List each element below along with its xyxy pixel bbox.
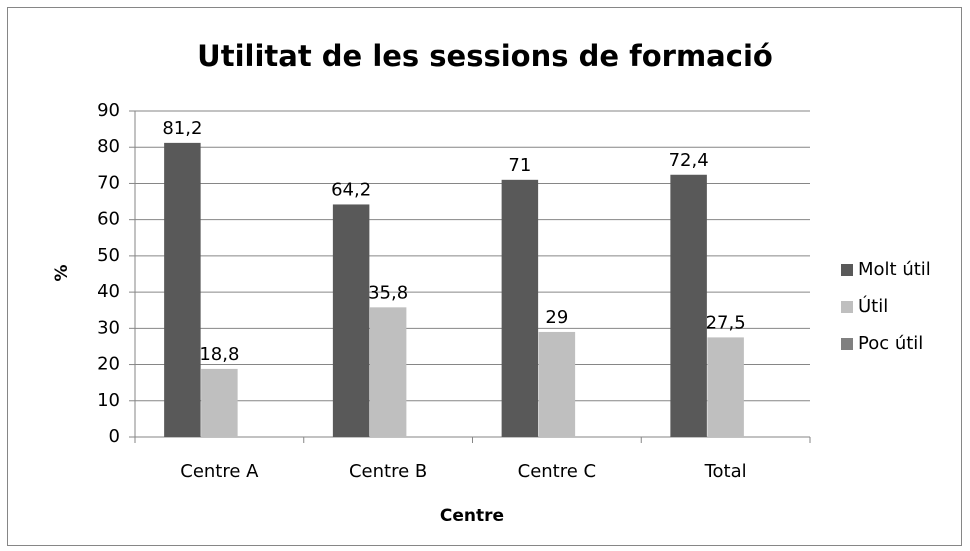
y-tick-label: 20: [97, 354, 120, 375]
bar: [501, 179, 539, 438]
y-tick-label: 70: [97, 172, 120, 193]
legend-swatch: [841, 264, 853, 276]
y-tick-label: 60: [97, 209, 120, 230]
y-tick-label: 40: [97, 281, 120, 302]
data-label: 64,2: [331, 179, 371, 200]
y-tick-label: 30: [97, 317, 120, 338]
x-tick-label: Total: [704, 461, 747, 482]
x-tick-label: Centre B: [349, 461, 427, 482]
x-tick-label: Centre C: [518, 461, 596, 482]
bar: [369, 307, 407, 437]
legend-label: Molt útil: [858, 259, 931, 280]
bar: [670, 174, 707, 438]
legend-label: Poc útil: [858, 333, 923, 354]
bar: [201, 368, 238, 437]
legend-label: Útil: [858, 295, 888, 317]
y-tick-label: 0: [109, 426, 120, 447]
chart-title: Utilitat de les sessions de formació: [197, 39, 773, 73]
x-axis-label: Centre: [440, 506, 504, 526]
legend-swatch: [841, 301, 853, 313]
data-label: 71: [508, 155, 531, 176]
y-tick-label: 90: [97, 100, 120, 121]
bar: [332, 204, 370, 437]
y-tick-label: 80: [97, 136, 120, 157]
chart-border: [7, 7, 962, 546]
x-tick-label: Centre A: [180, 461, 259, 482]
y-tick-label: 10: [97, 390, 120, 411]
data-label: 27,5: [706, 312, 746, 333]
bar: [538, 331, 576, 437]
legend-swatch: [841, 338, 853, 350]
data-label: 81,2: [162, 118, 202, 139]
data-label: 35,8: [368, 282, 408, 303]
data-label: 29: [545, 307, 568, 328]
data-label: 72,4: [669, 150, 709, 171]
data-label: 18,8: [199, 344, 239, 365]
bar: [707, 337, 744, 437]
y-axis-label: %: [52, 264, 72, 281]
bar: [164, 142, 201, 437]
y-tick-label: 50: [97, 245, 120, 266]
